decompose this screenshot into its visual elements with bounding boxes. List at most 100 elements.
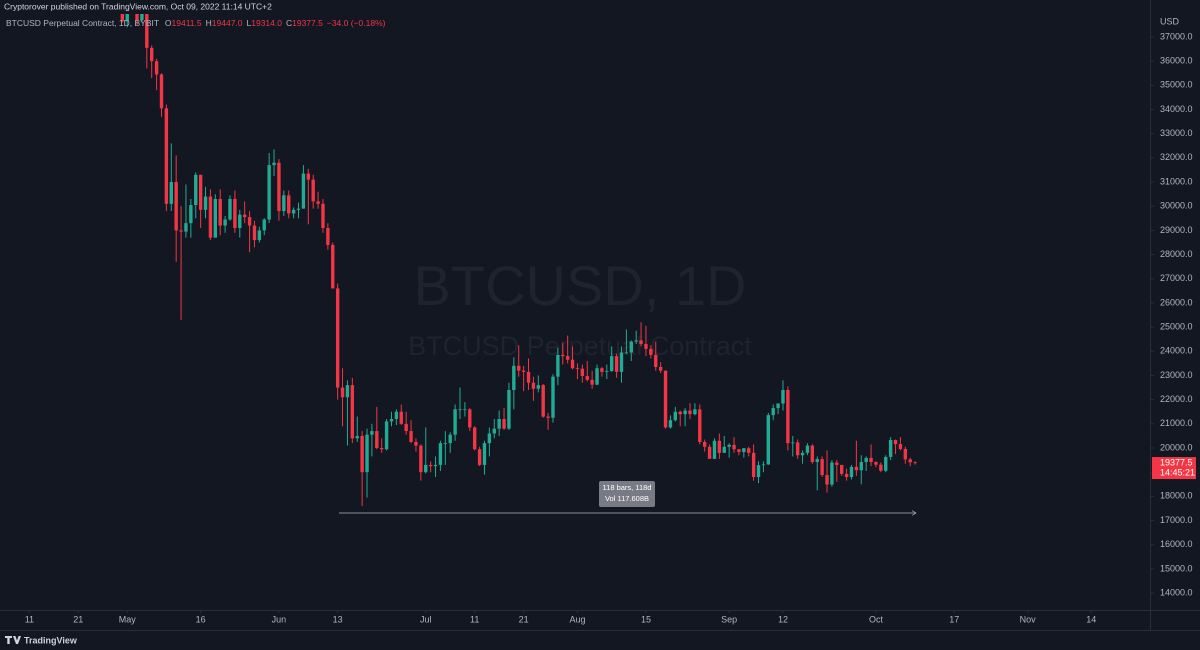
candle-body <box>154 61 159 75</box>
candle-body <box>649 348 653 355</box>
candle-body <box>169 182 173 204</box>
candle-body <box>683 410 687 415</box>
y-tick-label: 35000.0 <box>1160 80 1193 90</box>
candle-body <box>742 448 746 453</box>
candle-body <box>624 352 629 354</box>
candle-body <box>267 165 271 220</box>
candle-body <box>786 389 790 444</box>
candle-body <box>698 409 702 442</box>
candle-body <box>580 368 585 376</box>
candle-body <box>150 47 154 62</box>
candle-body <box>301 173 306 209</box>
candle-body <box>908 459 912 463</box>
candle-body <box>135 14 139 21</box>
publisher-header: Cryptorover published on TradingView.com… <box>4 1 272 11</box>
candle-body <box>404 423 408 432</box>
candle-body <box>668 420 673 428</box>
x-tick-label: Aug <box>569 614 585 624</box>
candle-body <box>394 411 399 419</box>
countdown-label: 14:45:21 <box>1160 467 1195 477</box>
candle-body <box>888 440 893 457</box>
candle-body <box>345 385 350 398</box>
candle-body <box>800 452 805 456</box>
candle-body <box>825 475 829 485</box>
measure-volume: Vol 117.608B <box>605 494 649 503</box>
candle-body <box>747 448 751 453</box>
candle-body <box>688 410 692 415</box>
candle-body <box>497 418 501 429</box>
candle-body <box>771 408 775 416</box>
candle-body <box>335 288 340 388</box>
candle-body <box>614 356 619 372</box>
candle-body <box>541 385 545 417</box>
measure-bars: 118 bars, 118d <box>603 483 652 492</box>
legend-change: −34.0 (−0.18%) <box>327 18 386 28</box>
candle-body <box>561 354 565 357</box>
watermark-symbol: BTCUSD, 1D <box>414 254 747 317</box>
candle-body <box>502 418 506 429</box>
candle-body <box>673 411 678 421</box>
y-tick-label: 16000.0 <box>1160 539 1193 549</box>
y-tick-label: 17000.0 <box>1160 515 1193 525</box>
candle-body <box>619 352 624 372</box>
footer-brand: TradingView <box>24 635 78 645</box>
y-tick-label: 18000.0 <box>1160 491 1193 501</box>
candle-body <box>815 459 819 463</box>
candle-body <box>424 464 428 473</box>
candle-body <box>194 174 198 206</box>
candle-body <box>663 370 668 428</box>
candle-body <box>795 442 800 456</box>
candle-body <box>536 385 540 389</box>
symbol-legend: BTCUSD Perpetual Contract, 1D, BYBIT O194… <box>6 18 386 28</box>
x-tick-label: 11 <box>25 614 34 624</box>
candle-body <box>585 375 589 380</box>
candle-body <box>443 443 448 444</box>
candle-body <box>389 418 394 422</box>
candle-body <box>228 198 232 220</box>
legend-open: 19411.5 <box>172 18 202 28</box>
candle-body <box>595 368 599 385</box>
candle-body <box>884 456 888 471</box>
candle-body <box>805 445 810 453</box>
y-tick-label: 25000.0 <box>1160 321 1193 331</box>
candle-body <box>810 445 815 463</box>
candle-body <box>776 403 780 409</box>
y-tick-label: 36000.0 <box>1160 56 1193 66</box>
candle-body <box>399 411 403 424</box>
legend-l-label: L <box>247 18 252 28</box>
currency-label: USD <box>1160 16 1180 26</box>
x-tick-label: 12 <box>778 614 788 624</box>
candle-body <box>174 182 178 231</box>
candle-body <box>233 198 237 228</box>
candle-body <box>722 446 726 453</box>
candle-body <box>282 195 286 212</box>
candle-body <box>419 445 423 473</box>
candle-body <box>898 444 903 449</box>
candle-body <box>761 464 766 466</box>
candle-body <box>849 466 854 478</box>
candle-body <box>198 174 203 210</box>
last-price-box <box>1152 457 1196 480</box>
candle-body <box>203 196 208 210</box>
candle-body <box>521 370 526 372</box>
candle-body <box>321 203 325 228</box>
candle-body <box>507 389 511 429</box>
candle-body <box>629 341 633 353</box>
y-tick-label: 37000.0 <box>1160 31 1193 41</box>
candle-body <box>438 443 443 465</box>
candle-body <box>477 449 482 465</box>
candle-body <box>732 444 736 450</box>
candle-body <box>678 411 682 415</box>
x-tick-label: 21 <box>73 614 83 624</box>
candle-body <box>702 441 707 447</box>
candle-body <box>766 415 770 465</box>
candle-body <box>179 230 183 232</box>
candle-body <box>551 376 555 418</box>
x-tick-label: Nov <box>1020 614 1037 624</box>
candle-body <box>287 195 291 214</box>
candle-body <box>712 440 717 459</box>
legend-close: 19377.5 <box>292 18 323 28</box>
candle-body <box>164 108 169 204</box>
legend-h-label: H <box>206 18 212 28</box>
candle-body <box>340 387 345 398</box>
